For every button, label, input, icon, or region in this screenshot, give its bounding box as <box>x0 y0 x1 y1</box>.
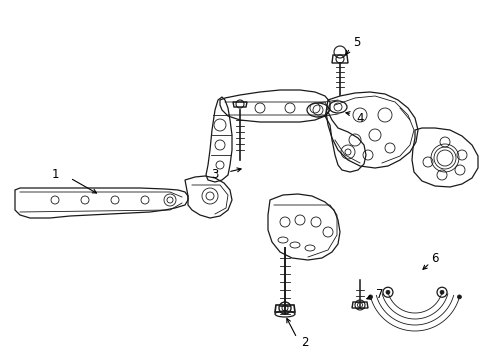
Text: 2: 2 <box>301 336 309 348</box>
Circle shape <box>368 295 372 299</box>
Text: 5: 5 <box>353 36 361 49</box>
Text: 7: 7 <box>376 288 384 302</box>
Text: 1: 1 <box>51 168 59 181</box>
Circle shape <box>440 290 444 294</box>
Circle shape <box>386 290 390 294</box>
Text: 3: 3 <box>211 168 219 181</box>
Circle shape <box>458 295 462 299</box>
Text: 6: 6 <box>431 252 439 265</box>
Text: 4: 4 <box>356 112 364 125</box>
